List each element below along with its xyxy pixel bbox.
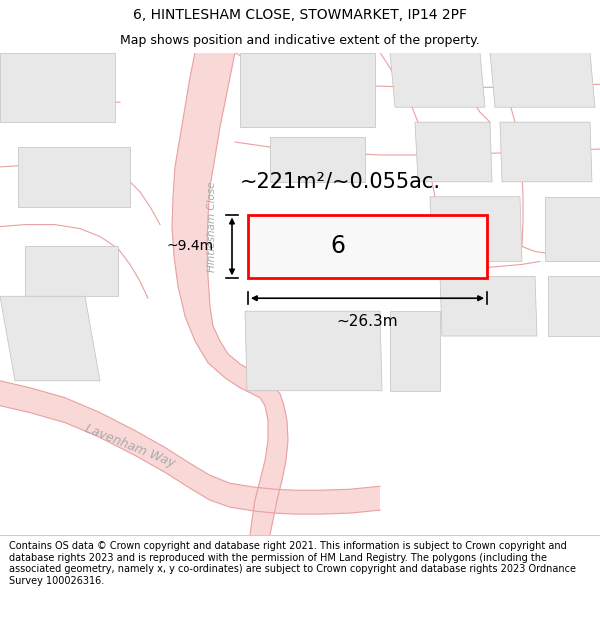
Polygon shape	[390, 52, 485, 107]
Polygon shape	[490, 52, 595, 107]
Text: ~26.3m: ~26.3m	[337, 314, 398, 329]
Text: ~221m²/~0.055ac.: ~221m²/~0.055ac.	[239, 172, 440, 192]
Polygon shape	[240, 52, 375, 127]
Polygon shape	[0, 296, 100, 381]
Polygon shape	[0, 381, 380, 514]
Polygon shape	[18, 147, 130, 207]
Text: Map shows position and indicative extent of the property.: Map shows position and indicative extent…	[120, 34, 480, 48]
Text: Hintlesham Close: Hintlesham Close	[207, 181, 217, 272]
Polygon shape	[25, 246, 118, 296]
Polygon shape	[172, 52, 288, 535]
Text: ~9.4m: ~9.4m	[167, 239, 214, 254]
Polygon shape	[0, 52, 115, 122]
Polygon shape	[245, 311, 382, 391]
Polygon shape	[248, 214, 487, 278]
Polygon shape	[415, 122, 492, 182]
Polygon shape	[500, 122, 592, 182]
Polygon shape	[270, 137, 365, 182]
Text: Contains OS data © Crown copyright and database right 2021. This information is : Contains OS data © Crown copyright and d…	[9, 541, 576, 586]
Polygon shape	[545, 197, 600, 261]
Text: Lavenham Way: Lavenham Way	[83, 421, 177, 469]
Polygon shape	[430, 197, 522, 261]
Text: 6: 6	[330, 234, 345, 259]
Polygon shape	[440, 276, 537, 336]
Polygon shape	[390, 311, 440, 391]
Polygon shape	[548, 276, 600, 336]
Text: 6, HINTLESHAM CLOSE, STOWMARKET, IP14 2PF: 6, HINTLESHAM CLOSE, STOWMARKET, IP14 2P…	[133, 8, 467, 22]
